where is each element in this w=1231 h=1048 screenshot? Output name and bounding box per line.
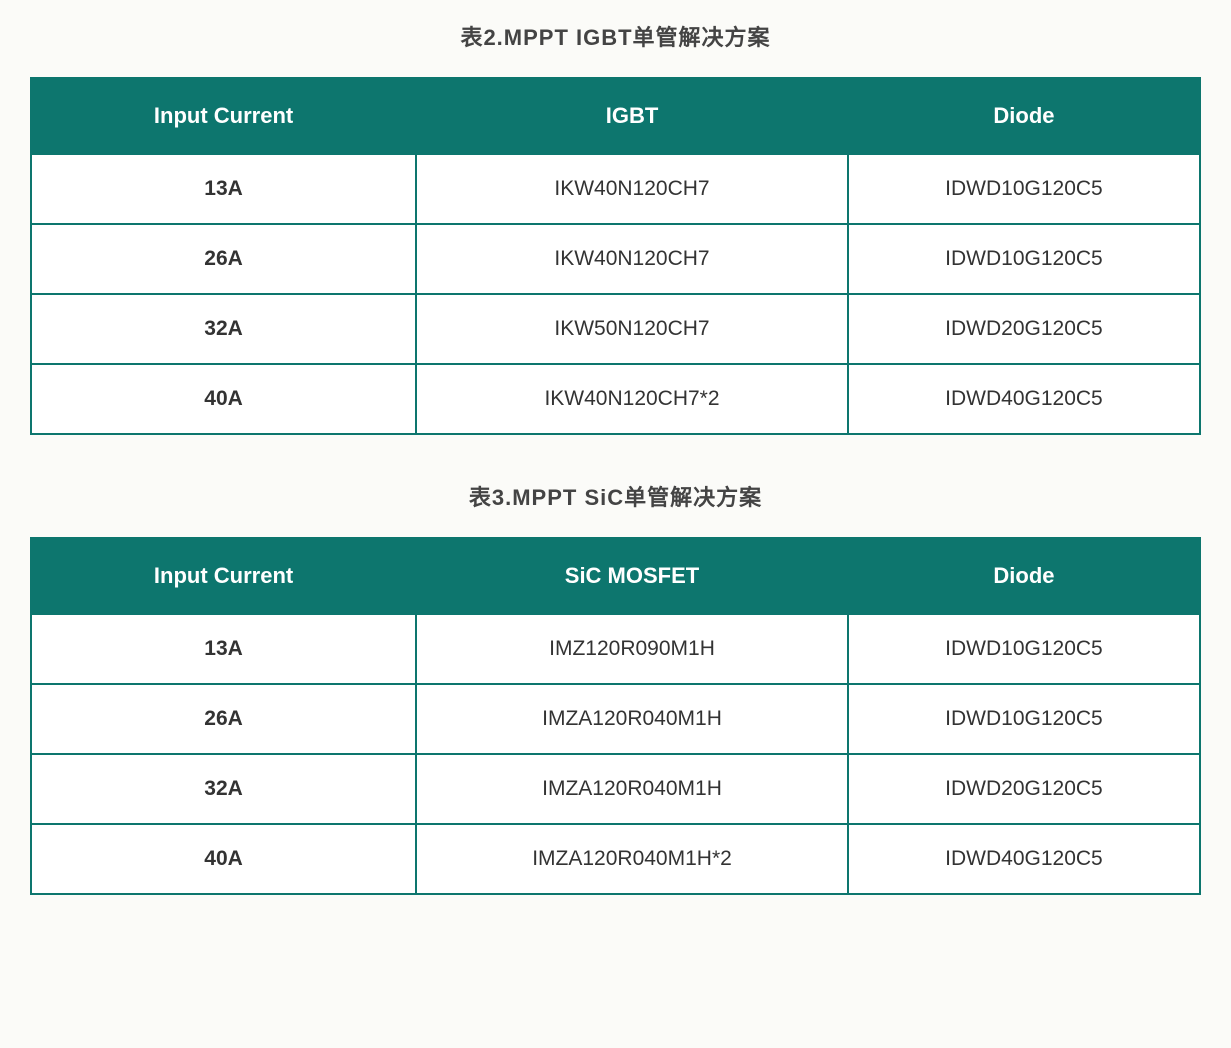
cell-sic-mosfet: IMZA120R040M1H [417,753,849,823]
data-table: Input Current IGBT Diode 13A IKW40N120CH… [30,77,1201,435]
column-header-diode: Diode [849,79,1199,153]
cell-input-current: 26A [32,223,417,293]
table-row: 26A IKW40N120CH7 IDWD10G120C5 [32,223,1199,293]
cell-input-current: 40A [32,823,417,893]
column-header-diode: Diode [849,539,1199,613]
cell-diode: IDWD40G120C5 [849,363,1199,433]
table-header-row: Input Current SiC MOSFET Diode [32,539,1199,613]
cell-sic-mosfet: IMZ120R090M1H [417,613,849,683]
column-header-igbt: IGBT [417,79,849,153]
cell-diode: IDWD20G120C5 [849,753,1199,823]
table-title: 表2.MPPT IGBT单管解决方案 [30,20,1201,52]
table-row: 32A IMZA120R040M1H IDWD20G120C5 [32,753,1199,823]
cell-input-current: 26A [32,683,417,753]
cell-diode: IDWD10G120C5 [849,223,1199,293]
cell-igbt: IKW40N120CH7 [417,223,849,293]
table-row: 32A IKW50N120CH7 IDWD20G120C5 [32,293,1199,363]
table-header-row: Input Current IGBT Diode [32,79,1199,153]
table-row: 13A IMZ120R090M1H IDWD10G120C5 [32,613,1199,683]
table-block-2: 表2.MPPT IGBT单管解决方案 Input Current IGBT Di… [30,20,1201,435]
cell-input-current: 13A [32,613,417,683]
cell-input-current: 13A [32,153,417,223]
cell-input-current: 32A [32,753,417,823]
cell-input-current: 40A [32,363,417,433]
table-row: 40A IMZA120R040M1H*2 IDWD40G120C5 [32,823,1199,893]
cell-diode: IDWD20G120C5 [849,293,1199,363]
cell-diode: IDWD10G120C5 [849,613,1199,683]
cell-diode: IDWD10G120C5 [849,683,1199,753]
cell-diode: IDWD40G120C5 [849,823,1199,893]
cell-igbt: IKW50N120CH7 [417,293,849,363]
column-header-input-current: Input Current [32,79,417,153]
table-row: 40A IKW40N120CH7*2 IDWD40G120C5 [32,363,1199,433]
cell-igbt: IKW40N120CH7 [417,153,849,223]
cell-input-current: 32A [32,293,417,363]
column-header-sic-mosfet: SiC MOSFET [417,539,849,613]
cell-sic-mosfet: IMZA120R040M1H*2 [417,823,849,893]
cell-sic-mosfet: IMZA120R040M1H [417,683,849,753]
table-row: 13A IKW40N120CH7 IDWD10G120C5 [32,153,1199,223]
cell-diode: IDWD10G120C5 [849,153,1199,223]
table-row: 26A IMZA120R040M1H IDWD10G120C5 [32,683,1199,753]
column-header-input-current: Input Current [32,539,417,613]
table-block-3: 表3.MPPT SiC单管解决方案 Input Current SiC MOSF… [30,480,1201,895]
table-title: 表3.MPPT SiC单管解决方案 [30,480,1201,512]
data-table: Input Current SiC MOSFET Diode 13A IMZ12… [30,537,1201,895]
cell-igbt: IKW40N120CH7*2 [417,363,849,433]
